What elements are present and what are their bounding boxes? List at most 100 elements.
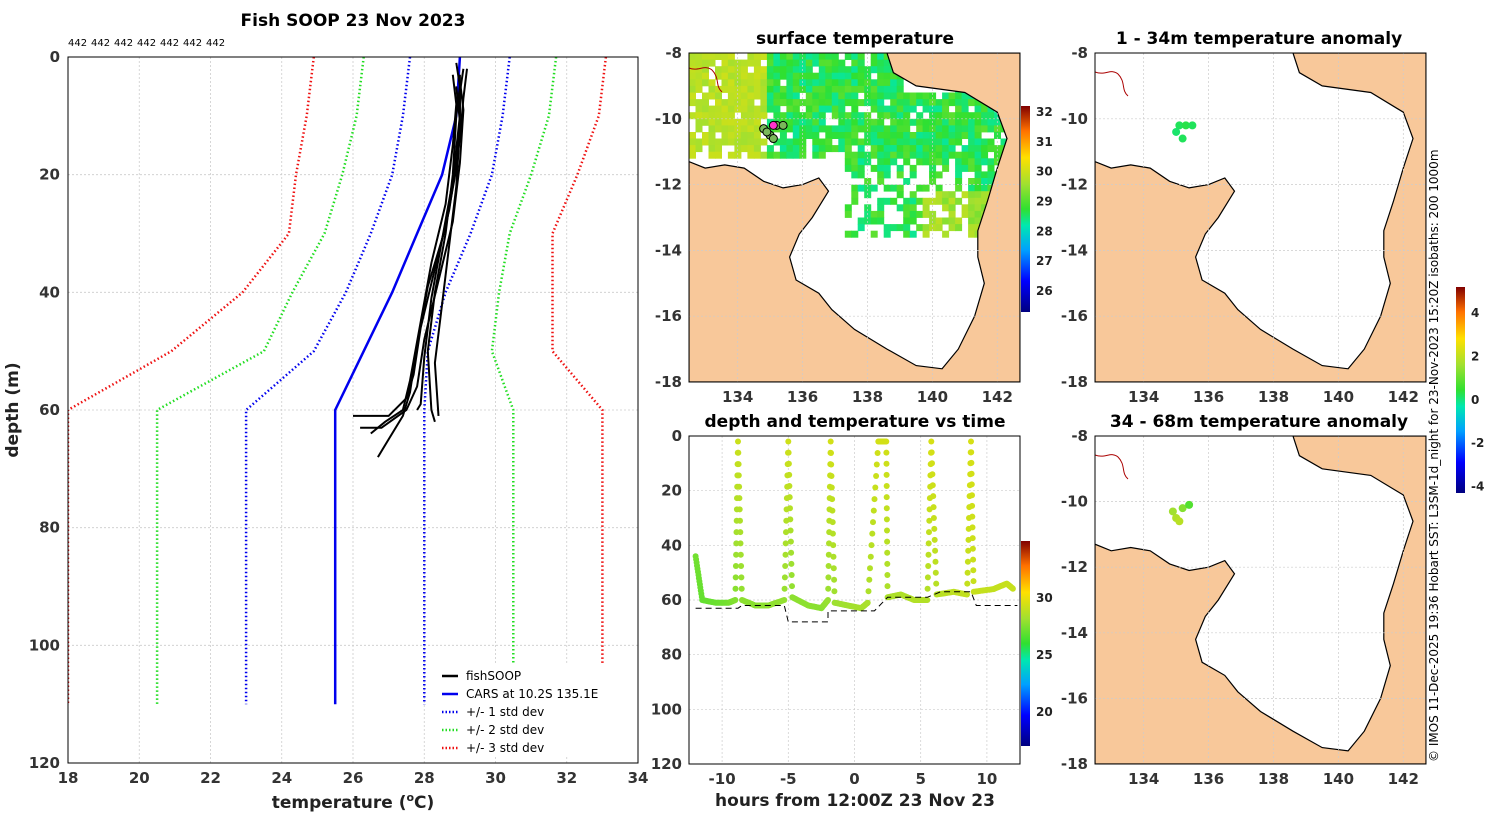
sst-pixel	[779, 145, 787, 153]
legend-label-std3: +/- 3 std dev	[466, 741, 544, 755]
sst-pixel	[890, 105, 898, 113]
ts-point	[788, 549, 795, 556]
sst-pixel	[805, 85, 813, 93]
sst-pixel	[786, 85, 794, 93]
sst-pixel	[916, 224, 924, 232]
sst-pixel	[766, 72, 774, 80]
sst-pixel	[825, 85, 833, 93]
sst-pixel	[779, 132, 787, 139]
sst-pixel	[702, 79, 709, 87]
ts-point	[732, 597, 739, 603]
sst-pixel	[753, 53, 761, 60]
sst-pixel	[851, 85, 859, 93]
sst-pixel	[792, 125, 800, 133]
sst-pixel	[721, 125, 729, 133]
sst-pixel	[916, 99, 924, 107]
sst-pixel	[864, 204, 872, 212]
sst-pixel	[708, 112, 716, 120]
sst-pixel	[786, 79, 794, 87]
sst-pixel	[695, 79, 703, 87]
sst-pixel	[727, 99, 735, 107]
sst-pixel	[851, 230, 859, 238]
anom1-xtick-label: 140	[1323, 388, 1354, 406]
profile-ytick-label: 120	[29, 754, 60, 772]
ts-point	[785, 438, 792, 445]
sst-pixel	[955, 118, 963, 126]
sst-pixel	[702, 92, 709, 100]
sst-pixel	[981, 118, 989, 126]
ts-xlabel: hours from 12:00Z 23 Nov 23	[715, 791, 995, 811]
sst-pixel	[909, 92, 917, 100]
sst-fish-marker	[768, 134, 778, 144]
sst-pixel	[734, 145, 742, 153]
sst-pixel	[753, 105, 761, 113]
ts-point	[738, 563, 745, 569]
sst-pixel	[974, 112, 982, 120]
anomaly-colorbar-tick-label: 0	[1471, 393, 1479, 407]
sst-pixel	[961, 132, 969, 139]
sst-pixel	[792, 138, 800, 146]
ts-point	[737, 551, 744, 558]
sst-pixel	[942, 197, 950, 205]
sst-pixel	[753, 125, 761, 133]
sst-pixel	[974, 164, 982, 172]
sst-pixel	[851, 197, 859, 205]
sst-pixel	[799, 112, 807, 120]
sst-pixel	[903, 151, 911, 159]
sst-pixel	[981, 138, 989, 146]
sst-pixel	[792, 85, 800, 93]
sst-pixel	[955, 132, 963, 139]
sst-pixel	[851, 132, 859, 139]
ts-point	[968, 449, 975, 456]
sst-pixel	[799, 132, 807, 139]
sst-pixel	[896, 184, 904, 192]
sst-pixel	[916, 112, 924, 120]
sst-pixel	[968, 132, 976, 139]
sst-pixel	[903, 178, 911, 185]
ts-point	[930, 493, 937, 500]
ts-point	[735, 449, 742, 456]
sst-pixel	[974, 151, 982, 159]
sst-pixel	[968, 125, 976, 133]
ts-point	[884, 538, 891, 545]
sst-pixel	[890, 79, 898, 87]
sst-pixel	[753, 79, 761, 87]
ts-point	[830, 553, 837, 560]
ts-point	[830, 542, 837, 549]
sst-pixel	[779, 92, 787, 100]
sst-pixel	[844, 53, 852, 60]
sst-pixel	[968, 118, 976, 126]
sst-pixel	[812, 125, 820, 133]
profile-xtick-label: 26	[343, 769, 364, 787]
sst-pixel	[909, 151, 917, 159]
sst-pixel	[799, 53, 807, 60]
sst-pixel	[799, 145, 807, 153]
anomaly-colorbar-tick-label: -2	[1471, 436, 1484, 450]
sst-pixel	[818, 112, 826, 120]
sst-pixel	[753, 132, 761, 139]
sst-pixel	[883, 59, 891, 67]
ts-point	[783, 529, 789, 536]
sst-pixel	[844, 85, 852, 93]
sst-pixel	[838, 125, 846, 133]
anom2-xtick-label: 140	[1323, 770, 1354, 788]
sst-pixel	[838, 118, 846, 126]
sst-pixel	[948, 210, 956, 218]
anom1-xtick-label: 138	[1258, 388, 1289, 406]
sst-pixel	[942, 138, 950, 146]
sst-pixel	[896, 92, 904, 100]
sst-pixel	[916, 92, 924, 100]
ts-point	[738, 585, 745, 592]
sst-pixel	[890, 224, 898, 232]
sst-colorbar-tick-label: 30	[1036, 165, 1053, 179]
anom1-ytick-label: -14	[1061, 241, 1088, 259]
sst-pixel	[753, 112, 761, 120]
sst-pixel	[870, 66, 878, 74]
sst-pixel	[883, 112, 891, 120]
sst-pixel	[760, 92, 768, 100]
sst-pixel	[948, 217, 956, 225]
sst-pixel	[734, 92, 742, 100]
sst-pixel	[896, 204, 904, 212]
sst-pixel	[877, 132, 885, 139]
sst-pixel	[747, 151, 755, 159]
